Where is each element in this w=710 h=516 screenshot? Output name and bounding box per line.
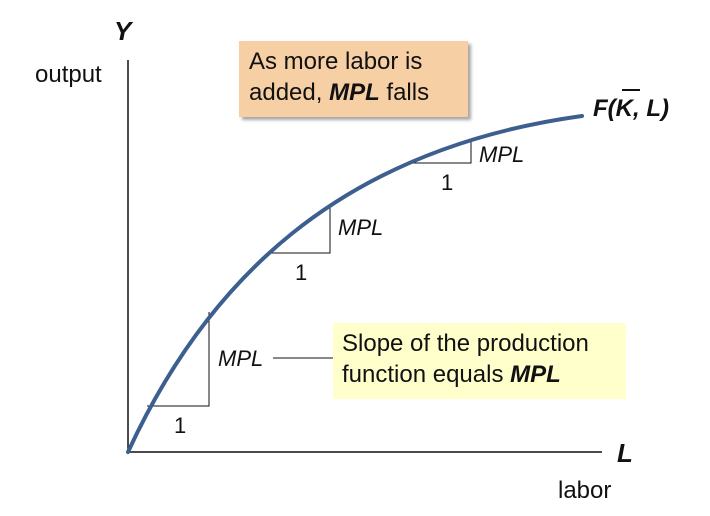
y-axis-letter: Y [114, 16, 134, 46]
slope-triangle-1: MPL 1 [147, 312, 334, 438]
slope-triangle-2: MPL 1 [269, 205, 383, 285]
x-axis-letter: L [617, 438, 633, 468]
note-slope-equals-mpl: Slope of the production function equals … [333, 323, 626, 399]
slope-triangle-3: MPL 1 [409, 139, 524, 195]
note-bottom-line2: function equals MPL [342, 361, 561, 388]
mpl-label-2: MPL [338, 215, 383, 240]
run-label-3: 1 [441, 170, 453, 195]
run-label-1: 1 [174, 413, 186, 438]
note-bottom-line1: Slope of the production [342, 330, 589, 357]
production-function-curve [126, 114, 584, 454]
x-axis-label: labor [558, 477, 611, 504]
run-label-2: 1 [295, 260, 307, 285]
curve-label-prefix: F( [593, 95, 619, 122]
y-axis-label: output [35, 61, 102, 88]
note-top-mpl: MPL [329, 79, 380, 106]
mpl-label-1: MPL [218, 346, 263, 371]
curve-label-k: K [616, 95, 635, 122]
note-mpl-falls: As more labor is added, MPL falls [239, 41, 468, 117]
curve-label-suffix: , L) [632, 95, 669, 122]
mpl-label-3: MPL [479, 142, 524, 167]
note-bottom-mpl: MPL [510, 361, 561, 388]
svg-text:F(K, L): F(K, L) [593, 95, 669, 122]
curve-label: F(K, L) [593, 89, 669, 122]
note-top-line2: added, MPL falls [249, 79, 430, 106]
note-top-line1: As more labor is [249, 48, 423, 75]
